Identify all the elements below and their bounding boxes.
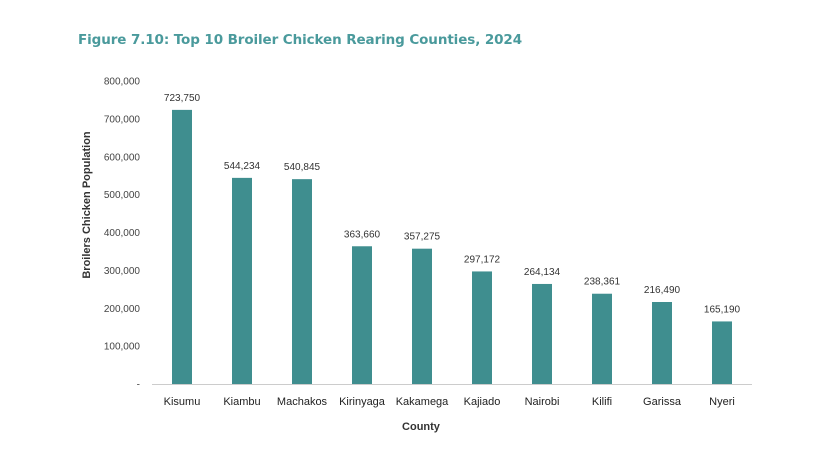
bar — [292, 179, 312, 384]
x-tick-label: Kisumu — [164, 396, 201, 408]
y-tick-label: 600,000 — [104, 152, 141, 163]
bar — [352, 246, 372, 384]
bars — [172, 109, 732, 384]
bar — [412, 248, 432, 384]
data-label: 540,845 — [284, 162, 321, 173]
bar — [232, 177, 252, 384]
data-label: 165,190 — [704, 304, 741, 315]
x-tick-label: Nyeri — [709, 396, 735, 408]
data-labels: 723,750 544,234 540,845 363,660 357,275 297,1… — [164, 93, 741, 316]
x-tick-label: Kajiado — [464, 396, 501, 408]
bar — [592, 293, 612, 384]
y-tick-label: 400,000 — [104, 228, 141, 239]
data-label: 723,750 — [164, 93, 201, 104]
y-tick-label: 100,000 — [104, 342, 141, 353]
y-tick-label: 800,000 — [104, 77, 141, 88]
bar — [712, 321, 732, 384]
x-tick-label: Garissa — [643, 396, 682, 408]
chart-title: Figure 7.10: Top 10 Broiler Chicken Rear… — [78, 32, 523, 48]
bar — [472, 271, 492, 384]
data-label: 238,361 — [584, 277, 621, 288]
x-tick-label: Machakos — [277, 396, 328, 408]
x-tick-label: Kakamega — [396, 396, 449, 408]
data-label: 544,234 — [224, 161, 261, 172]
bar — [652, 302, 672, 384]
data-label: 216,490 — [644, 285, 681, 296]
x-axis-tick-labels: Kisumu Kiambu Machakos Kirinyaga Kakamega Kaj… — [164, 396, 735, 408]
y-tick-label: 500,000 — [104, 190, 141, 201]
x-tick-label: Kirinyaga — [339, 396, 386, 408]
y-axis-title: Broilers Chicken Population — [81, 131, 93, 279]
bar — [532, 283, 552, 384]
y-tick-label: 200,000 — [104, 304, 141, 315]
y-tick-label: 700,000 — [104, 114, 141, 125]
data-label: 357,275 — [404, 232, 441, 243]
y-axis-ticks: - 100,000 200,000 300,000 400,000 500,000 600,… — [104, 77, 141, 391]
x-tick-label: Kilifi — [592, 396, 612, 408]
y-tick-label: 300,000 — [104, 266, 141, 277]
x-tick-label: Nairobi — [525, 396, 560, 408]
bar — [172, 109, 192, 384]
x-axis-title: County — [402, 421, 441, 433]
x-tick-label: Kiambu — [223, 396, 260, 408]
data-label: 264,134 — [524, 267, 561, 278]
data-label: 297,172 — [464, 254, 501, 265]
data-label: 363,660 — [344, 229, 381, 240]
y-tick-label: - — [137, 380, 140, 391]
